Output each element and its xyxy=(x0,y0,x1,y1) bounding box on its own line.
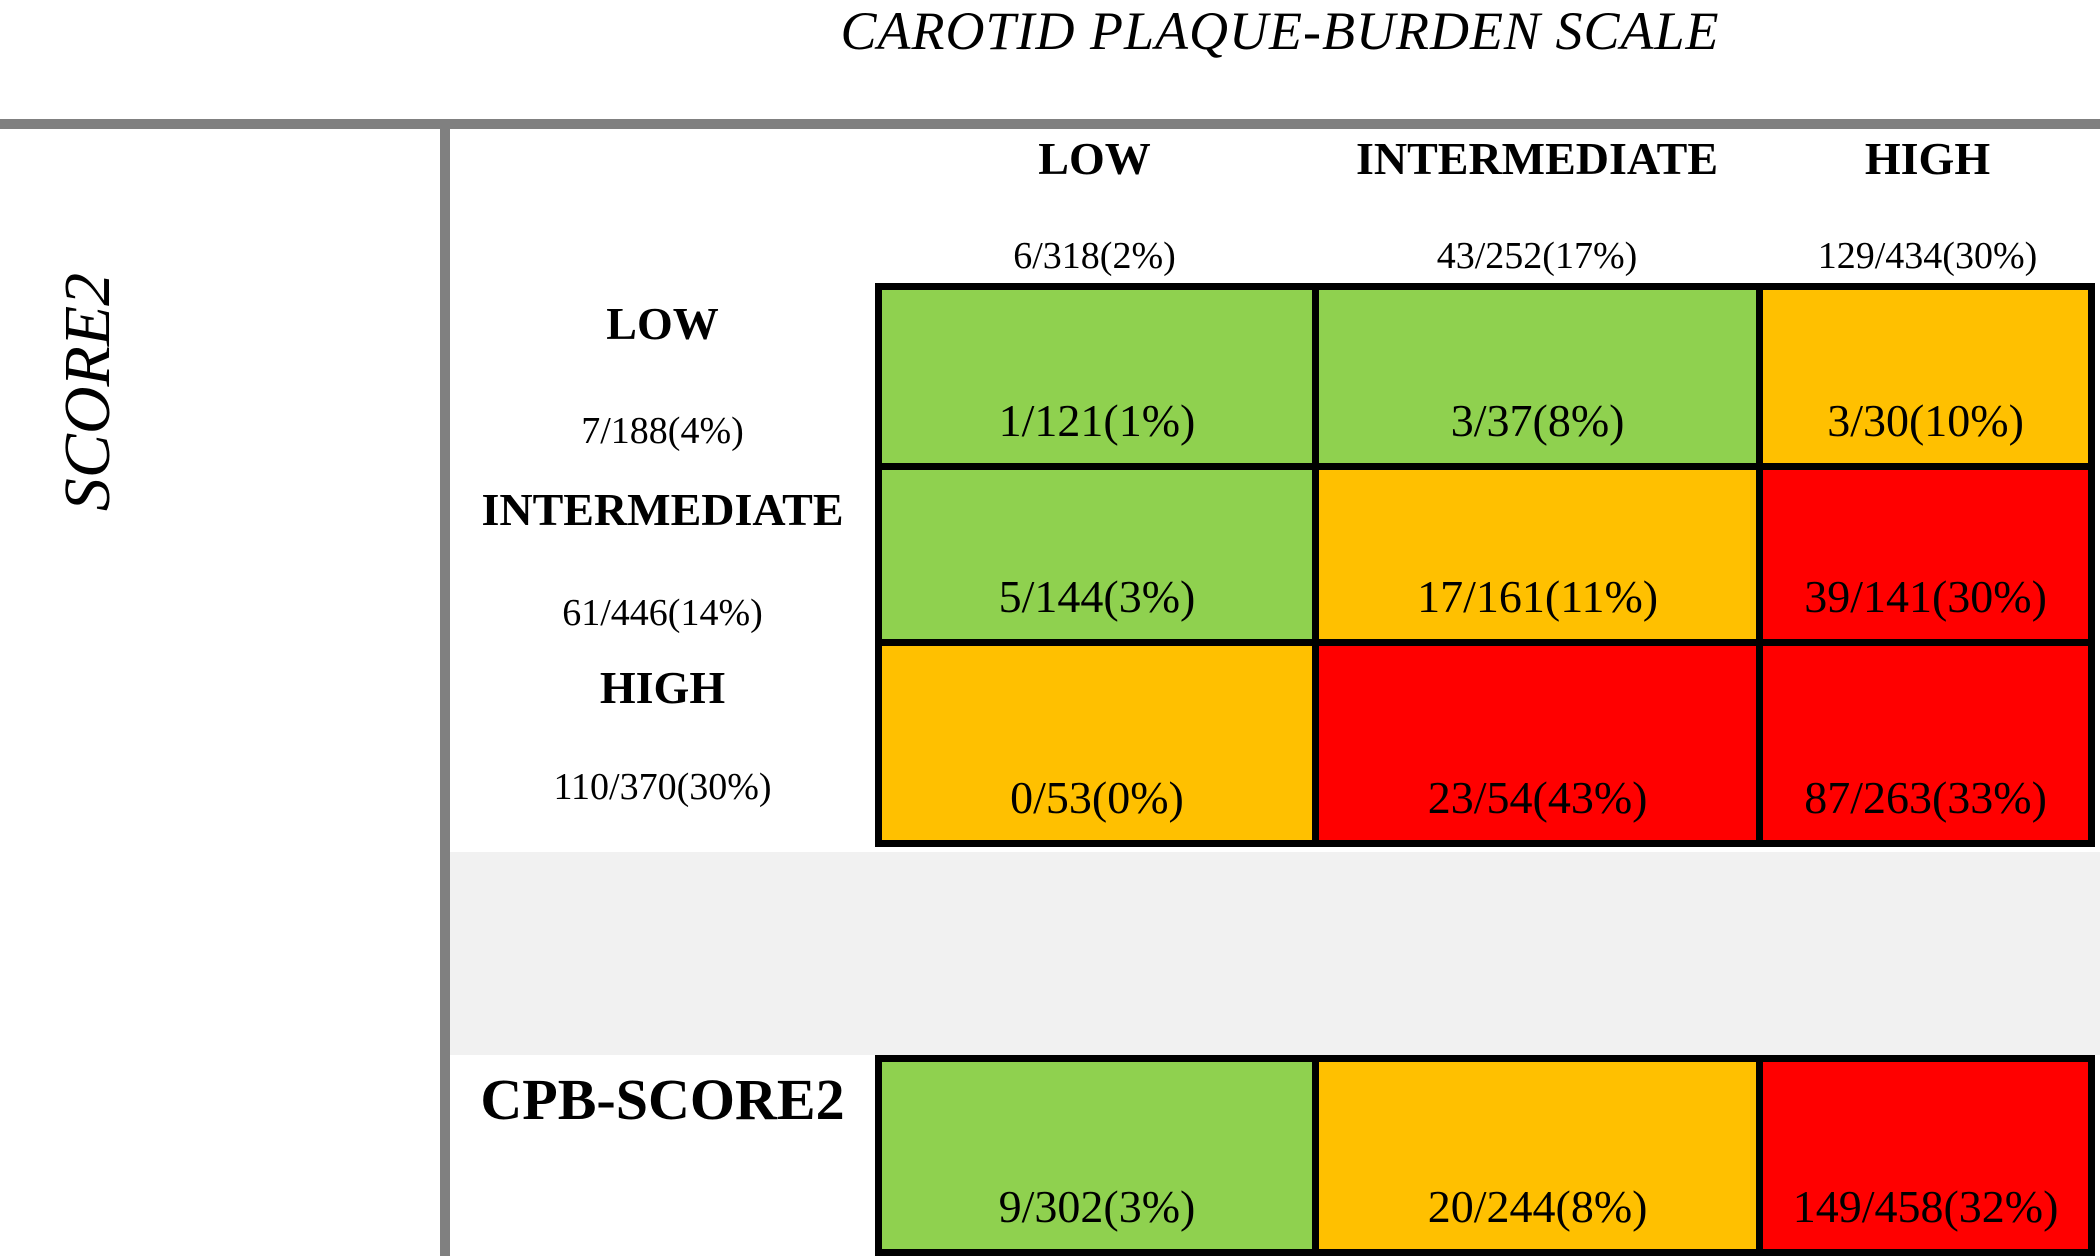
row-total: 61/446(14%) xyxy=(562,592,763,634)
column-header-intermediate: INTERMEDIATE xyxy=(1355,133,1719,184)
row-header-intermediate: INTERMEDIATE 61/446(14%) xyxy=(450,467,875,643)
row-total: 7/188(4%) xyxy=(581,410,744,452)
matrix-cell-high-intermediate: 23/54(43%) xyxy=(1319,646,1757,840)
row-label: HIGH xyxy=(599,662,726,713)
column-total-intermediate: 43/252(17%) xyxy=(1436,235,1638,277)
row-total: 110/370(30%) xyxy=(553,766,772,808)
horizontal-axis-line xyxy=(0,119,2100,129)
row-header-low: LOW 7/188(4%) xyxy=(450,285,875,463)
y-axis-label: SCORE2 xyxy=(51,272,124,512)
summary-cell-high: 149/458(32%) xyxy=(1763,1062,2088,1249)
risk-matrix: 1/121(1%) 3/37(8%) 3/30(10%) 5/144(3%) 1… xyxy=(875,283,2095,847)
summary-row: 9/302(3%) 20/244(8%) 149/458(32%) xyxy=(875,1055,2095,1256)
column-total-high: 129/434(30%) xyxy=(1817,235,2038,277)
summary-row-label: CPB-SCORE2 xyxy=(480,1067,845,1132)
row-header-high: HIGH 110/370(30%) xyxy=(450,645,875,841)
summary-cell-intermediate: 20/244(8%) xyxy=(1319,1062,1757,1249)
column-header-high: HIGH xyxy=(1864,133,1991,184)
column-header-low: LOW xyxy=(1038,133,1151,184)
matrix-cell-intermediate-high: 39/141(30%) xyxy=(1763,470,2088,640)
row-label: INTERMEDIATE xyxy=(481,484,844,535)
summary-cell-low: 9/302(3%) xyxy=(882,1062,1313,1249)
matrix-cell-intermediate-intermediate: 17/161(11%) xyxy=(1319,470,1757,640)
chart-title: CAROTID PLAQUE-BURDEN SCALE xyxy=(840,1,1720,61)
matrix-cell-high-low: 0/53(0%) xyxy=(882,646,1313,840)
row-label: LOW xyxy=(606,298,719,349)
separator-band xyxy=(450,852,2100,1055)
matrix-cell-low-low: 1/121(1%) xyxy=(882,290,1313,464)
matrix-cell-high-high: 87/263(33%) xyxy=(1763,646,2088,840)
matrix-cell-low-high: 3/30(10%) xyxy=(1763,290,2088,464)
matrix-cell-intermediate-low: 5/144(3%) xyxy=(882,470,1313,640)
vertical-axis-line xyxy=(440,119,450,1256)
column-total-low: 6/318(2%) xyxy=(1013,235,1176,277)
matrix-cell-low-intermediate: 3/37(8%) xyxy=(1319,290,1757,464)
